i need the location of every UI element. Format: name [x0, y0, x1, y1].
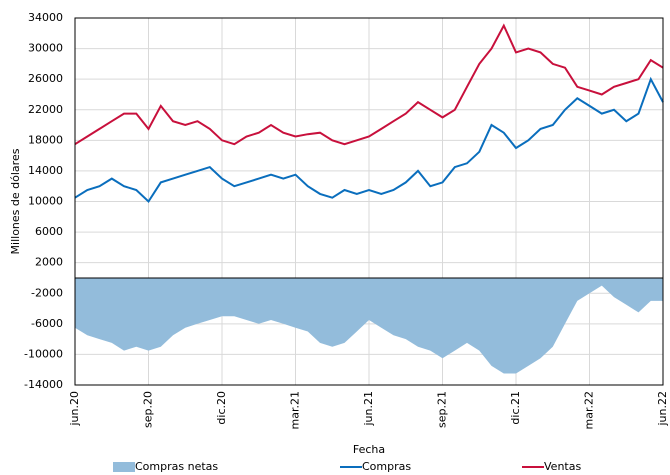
y-tick-label: 26000 — [28, 72, 63, 85]
y-tick-label: 14000 — [28, 164, 63, 177]
x-tick-label: jun.22 — [656, 391, 669, 427]
x-tick-label: jun.20 — [68, 391, 81, 427]
x-tick-label: mar.21 — [289, 391, 302, 429]
legend-label: Compras netas — [135, 460, 218, 473]
y-tick-label: 30000 — [28, 42, 63, 55]
legend-swatch — [113, 462, 135, 472]
x-tick-label: dic.20 — [215, 391, 228, 425]
y-tick-label: 22000 — [28, 103, 63, 116]
y-tick-label: -6000 — [31, 317, 63, 330]
y-tick-label: -10000 — [24, 347, 63, 360]
legend-label: Ventas — [544, 460, 581, 473]
x-tick-label: sep.21 — [436, 391, 449, 428]
y-tick-label: 18000 — [28, 133, 63, 146]
legend-label: Compras — [362, 460, 411, 473]
x-tick-label: jun.21 — [362, 391, 375, 427]
x-tick-label: mar.22 — [583, 391, 596, 429]
line — [74, 23, 664, 146]
y-tick-label: 6000 — [35, 225, 63, 238]
y-axis-title: Millones de dólares — [9, 148, 22, 254]
area — [75, 277, 663, 374]
y-tick-label: 2000 — [35, 256, 63, 269]
y-tick-label: -14000 — [24, 378, 63, 391]
line — [74, 76, 664, 204]
y-tick-label: 34000 — [28, 11, 63, 24]
y-tick-label: 10000 — [28, 195, 63, 208]
x-tick-label: sep.20 — [142, 391, 155, 428]
plot-frame — [74, 17, 664, 386]
x-axis-title: Fecha — [353, 443, 385, 456]
y-tick-label: -2000 — [31, 286, 63, 299]
x-tick-label: dic.21 — [509, 391, 522, 425]
